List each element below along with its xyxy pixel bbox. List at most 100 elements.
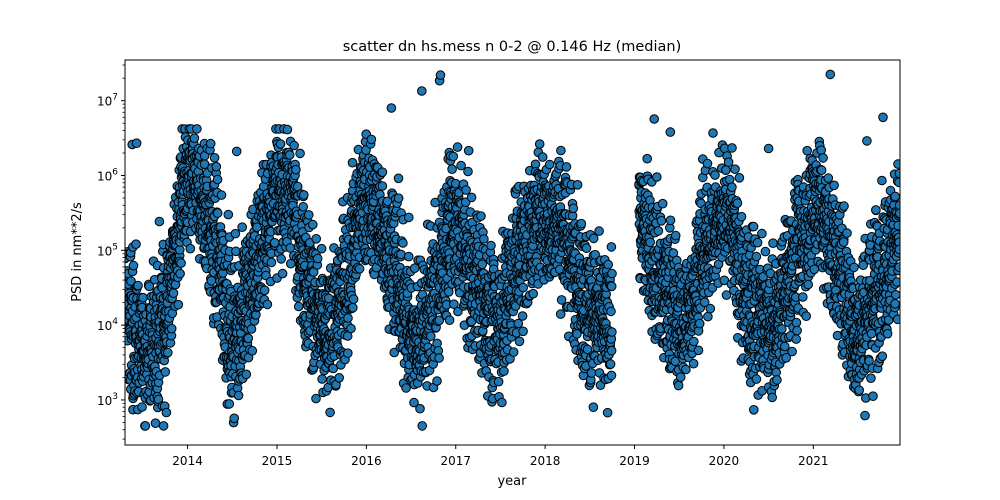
data-point [415,403,425,414]
data-point [377,167,388,177]
data-point [131,239,141,249]
data-point [838,237,849,247]
data-point [727,182,737,192]
data-point [403,251,414,262]
data-point [721,165,731,175]
data-point [528,288,539,299]
data-point [463,145,474,156]
data-point [175,245,185,255]
data-point [499,366,509,376]
data-point [605,359,616,369]
data-point [160,367,171,377]
data-point [581,243,592,253]
data-point [818,153,828,163]
data-point [594,226,604,236]
data-point [150,418,161,429]
data-point [398,238,408,248]
data-point [389,347,400,358]
data-point [185,243,196,254]
data-point [432,376,442,386]
data-point [555,309,566,319]
data-point [653,226,664,236]
data-point [347,157,358,168]
data-point [246,324,257,334]
data-point [791,334,802,344]
data-point [801,311,812,322]
data-point [299,190,309,200]
data-point [606,345,617,356]
chart-title: scatter dn hs.mess n 0-2 @ 0.146 Hz (med… [343,39,682,55]
data-point [192,124,202,134]
data-point [277,268,288,279]
data-point [787,346,797,357]
data-point [223,209,234,220]
data-point [586,368,597,378]
data-point [154,216,165,227]
data-point [642,153,653,164]
data-point [702,158,713,169]
data-point [224,399,235,409]
data-point [673,380,684,391]
data-point [656,216,667,226]
data-point [839,201,849,211]
data-point [748,221,759,232]
data-point [588,233,599,244]
data-point [514,336,525,347]
data-point [518,326,528,337]
data-point [346,323,356,334]
data-point [173,299,184,310]
data-point [282,124,293,135]
data-point [767,392,778,403]
data-point [348,302,358,313]
data-point [275,139,286,149]
data-point [588,402,599,413]
data-point [749,405,759,415]
data-point [705,303,716,314]
data-point [444,287,454,297]
data-point [295,148,305,159]
data-point [572,180,583,190]
data-point [233,390,244,401]
data-point [734,173,745,183]
data-point [556,145,566,156]
data-point [393,173,404,184]
data-point [829,180,839,191]
data-point [477,259,488,270]
data-points [125,69,900,431]
data-point [189,133,200,143]
data-point [675,372,686,382]
data-point [325,407,335,418]
data-point [486,240,496,251]
data-point [434,353,444,363]
data-point [137,402,147,412]
data-point [517,311,528,321]
data-point [544,159,555,170]
data-point [230,228,241,239]
data-point [311,234,322,244]
data-point [606,242,617,252]
data-point [751,374,762,384]
data-point [461,185,471,195]
data-point [777,324,787,334]
data-point [334,373,345,383]
data-point [670,230,681,241]
data-point [205,138,216,149]
data-point [259,285,270,296]
data-point [816,165,827,175]
data-point [243,333,254,344]
data-point [316,243,327,254]
data-point [404,212,414,223]
data-point [772,375,782,385]
data-point [247,346,258,356]
data-point [732,198,743,208]
data-point [607,327,617,337]
data-point [166,323,177,334]
data-point [128,260,139,271]
data-point [212,174,223,185]
data-point [343,348,353,359]
data-point [140,421,151,431]
data-point [607,268,617,279]
data-point [476,211,486,221]
data-point [730,164,740,174]
